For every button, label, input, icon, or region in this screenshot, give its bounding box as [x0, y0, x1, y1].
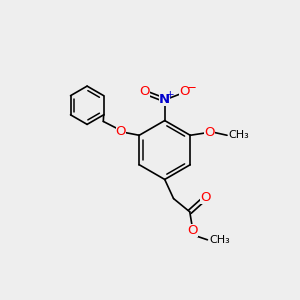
Text: O: O — [188, 224, 198, 237]
Text: CH₃: CH₃ — [229, 130, 249, 140]
Text: −: − — [187, 81, 197, 94]
Text: O: O — [200, 191, 210, 204]
Text: N: N — [159, 93, 170, 106]
Text: O: O — [140, 85, 150, 98]
Text: O: O — [204, 126, 214, 139]
Text: O: O — [179, 85, 190, 98]
Text: +: + — [166, 90, 174, 100]
Text: CH₃: CH₃ — [209, 235, 230, 245]
Text: O: O — [116, 125, 126, 138]
